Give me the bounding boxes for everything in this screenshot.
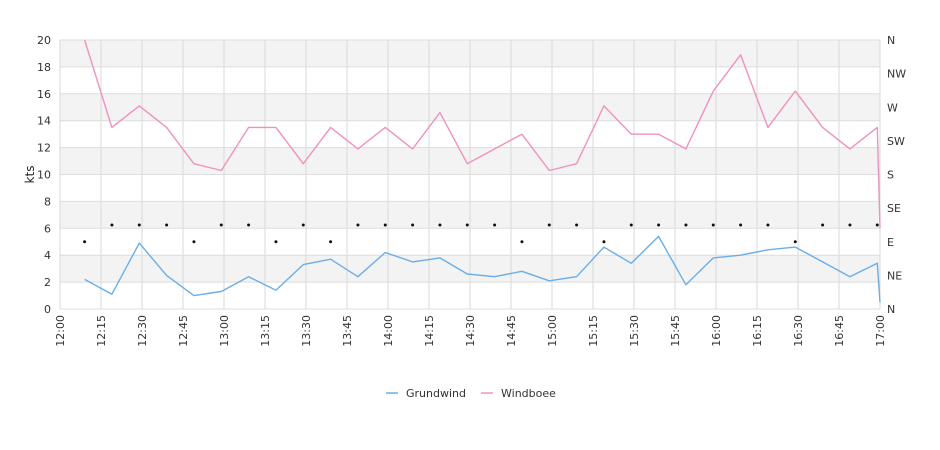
direction-point: [165, 223, 169, 227]
y-tick-label: 14: [37, 115, 51, 128]
direction-point: [493, 223, 497, 227]
direction-point: [848, 223, 852, 227]
direction-point: [274, 240, 278, 244]
direction-point: [684, 223, 688, 227]
direction-point: [766, 223, 770, 227]
x-tick-label: 12:45: [177, 315, 190, 347]
series-line-windboee: [83, 39, 881, 229]
direction-point: [547, 223, 551, 227]
x-tick-label: 15:15: [587, 315, 600, 347]
y-tick-label: 12: [37, 142, 51, 155]
x-tick-label: 16:45: [833, 315, 846, 347]
x-tick-label: 15:00: [546, 315, 559, 347]
y-tick-label: 18: [37, 61, 51, 74]
direction-point: [793, 240, 797, 244]
x-tick-label: 13:15: [259, 315, 272, 347]
direction-tick-label: SE: [887, 202, 901, 215]
x-tick-label: 12:15: [95, 315, 108, 347]
direction-point: [356, 223, 360, 227]
x-tick-label: 14:30: [464, 315, 477, 347]
direction-point: [83, 240, 87, 244]
x-tick-label: 13:00: [218, 315, 231, 347]
x-tick-label: 16:15: [751, 315, 764, 347]
direction-point: [219, 223, 223, 227]
y-tick-label: 10: [37, 169, 51, 182]
x-tick-label: 12:30: [136, 315, 149, 347]
y-tick-label: 8: [44, 195, 51, 208]
direction-point: [383, 223, 387, 227]
x-tick-label: 16:30: [792, 315, 805, 347]
x-tick-label: 16:00: [710, 315, 723, 347]
direction-tick-label: NE: [887, 269, 902, 282]
x-tick-label: 15:30: [628, 315, 641, 347]
direction-point: [192, 240, 196, 244]
legend-label: Windboee: [501, 387, 556, 400]
direction-point: [520, 240, 524, 244]
direction-point: [739, 223, 743, 227]
direction-dots: [83, 223, 879, 244]
direction-point: [821, 223, 825, 227]
y-tick-label: 6: [44, 222, 51, 235]
direction-tick-label: W: [887, 101, 898, 114]
y-tick-label: 20: [37, 34, 51, 47]
direction-tick-label: E: [887, 236, 894, 249]
x-tick-label: 17:00: [874, 315, 887, 347]
direction-point: [438, 223, 442, 227]
direction-point: [875, 223, 879, 227]
direction-point: [602, 240, 606, 244]
y-tick-label: 4: [44, 249, 51, 262]
direction-tick-label: N: [887, 34, 895, 47]
x-tick-label: 15:45: [669, 315, 682, 347]
direction-tick-label: N: [887, 303, 895, 316]
direction-point: [247, 223, 251, 227]
direction-axis-ticks: N NE E SE S SW W NW N: [887, 34, 906, 316]
x-tick-label: 14:15: [423, 315, 436, 347]
direction-point: [411, 223, 415, 227]
x-tick-label: 13:30: [300, 315, 313, 347]
direction-point: [711, 223, 715, 227]
y-tick-label: 2: [44, 276, 51, 289]
y-tick-label: 0: [44, 303, 51, 316]
direction-point: [465, 223, 469, 227]
x-tick-label: 14:45: [505, 315, 518, 347]
horizontal-grid: [60, 39, 880, 310]
direction-point: [657, 223, 661, 227]
series-lines: [83, 39, 881, 303]
legend-label: Grundwind: [406, 387, 466, 400]
direction-point: [301, 223, 305, 227]
y-tick-label: 16: [37, 88, 51, 101]
y-axis-title: kts: [23, 166, 37, 184]
direction-point: [629, 223, 633, 227]
x-axis-ticks: 12:00 12:15 12:30 12:45 13:00 13:15 13:30 13:45…: [54, 315, 887, 347]
direction-point: [110, 223, 114, 227]
direction-point: [575, 223, 579, 227]
direction-tick-label: NW: [887, 68, 906, 81]
y-axis-ticks: 0 2 4 6 8 10 12 14 16 18 20: [37, 34, 51, 316]
direction-point: [329, 240, 333, 244]
direction-tick-label: S: [887, 169, 894, 182]
direction-tick-label: SW: [887, 135, 905, 148]
series-line-grundwind: [84, 235, 881, 303]
direction-point: [137, 223, 141, 227]
x-tick-label: 14:00: [382, 315, 395, 347]
x-tick-label: 13:45: [341, 315, 354, 347]
x-tick-label: 12:00: [54, 315, 67, 347]
legend: Grundwind Windboee: [386, 387, 556, 400]
